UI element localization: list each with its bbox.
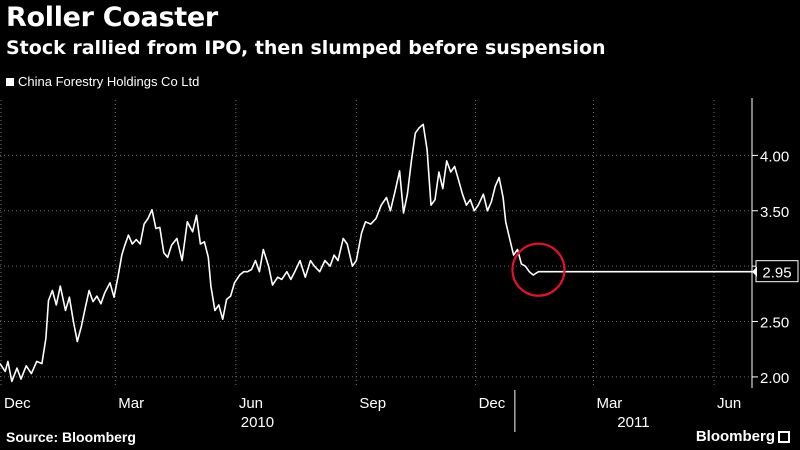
brand-logo: Bloomberg: [696, 428, 790, 445]
price-series-line: [0, 123, 752, 383]
chart-title: Roller Coaster: [6, 2, 218, 33]
last-value-pointer: [752, 266, 757, 277]
chart-subtitle: Stock rallied from IPO, then slumped bef…: [6, 37, 606, 59]
x-tick-label: Sep: [359, 395, 386, 412]
highlight-circle: [511, 242, 566, 297]
source-note: Source: Bloomberg: [6, 429, 136, 445]
y-tick-label: 4.00: [760, 148, 789, 165]
year-label-2010: 2010: [241, 414, 274, 431]
y-tick-label: 2.50: [760, 315, 789, 332]
x-tick-label: Jun: [239, 395, 263, 412]
x-tick-label: Mar: [118, 395, 144, 412]
year-label-2011: 2011: [617, 414, 649, 431]
x-tick-label: Dec: [479, 395, 506, 412]
y-tick-label: 3.50: [760, 204, 789, 221]
brand-mark-icon: [778, 430, 790, 443]
x-tick-label: Jun: [717, 395, 741, 412]
x-tick-label: Dec: [4, 395, 31, 412]
y-tick-label: 2.00: [760, 370, 789, 387]
legend: China Forestry Holdings Co Ltd: [6, 74, 199, 89]
legend-swatch: [6, 77, 14, 86]
x-tick-label: Mar: [596, 395, 622, 412]
last-value-label: 2.95: [762, 265, 791, 282]
brand-name: Bloomberg: [695, 428, 775, 445]
legend-label: China Forestry Holdings Co Ltd: [18, 74, 200, 89]
